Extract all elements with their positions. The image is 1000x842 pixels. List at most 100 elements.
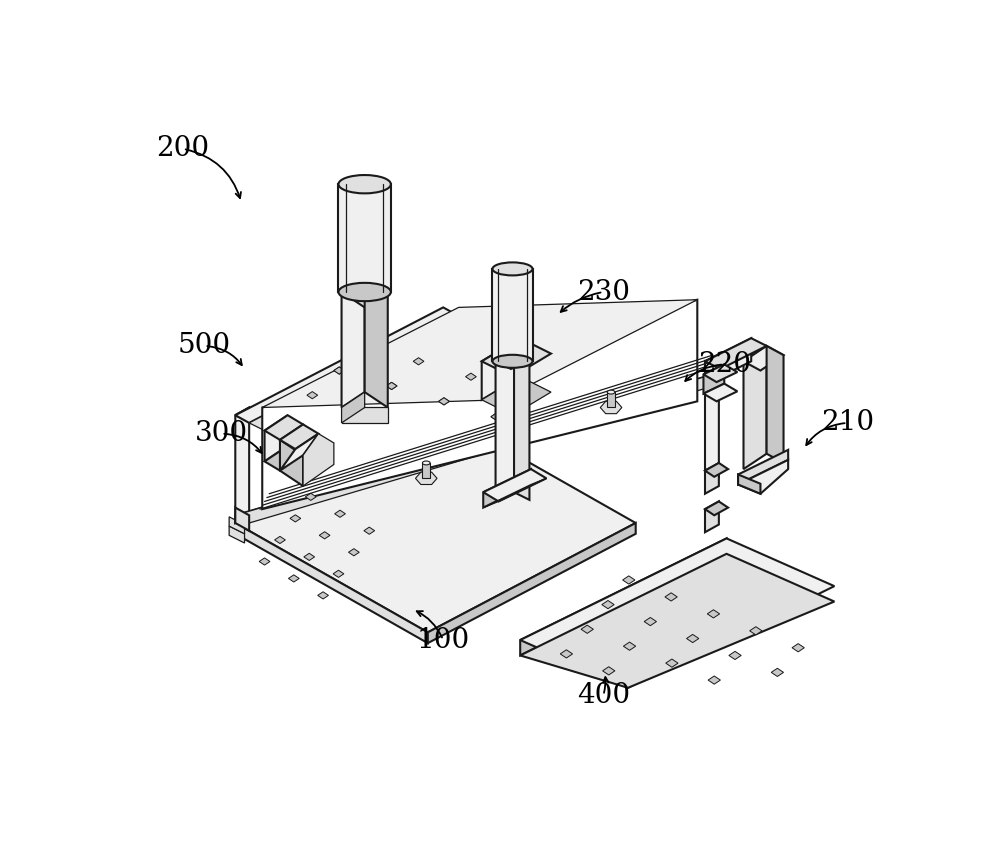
Ellipse shape (492, 263, 533, 275)
Polygon shape (705, 463, 719, 493)
Polygon shape (483, 478, 546, 508)
Polygon shape (514, 354, 529, 500)
Polygon shape (491, 413, 502, 420)
Polygon shape (413, 358, 424, 365)
Polygon shape (386, 382, 397, 390)
Polygon shape (771, 669, 784, 676)
Ellipse shape (338, 175, 391, 194)
Text: 300: 300 (195, 420, 248, 447)
Polygon shape (744, 346, 767, 469)
Text: 210: 210 (821, 409, 874, 436)
Polygon shape (518, 388, 529, 396)
Polygon shape (265, 446, 303, 471)
Polygon shape (705, 338, 767, 369)
Ellipse shape (492, 354, 533, 368)
Polygon shape (348, 549, 359, 556)
Polygon shape (439, 397, 449, 405)
Polygon shape (496, 354, 514, 500)
Polygon shape (581, 625, 593, 633)
Text: 400: 400 (577, 682, 630, 709)
Polygon shape (235, 376, 705, 523)
Polygon shape (364, 527, 375, 535)
Polygon shape (708, 676, 720, 685)
Polygon shape (520, 538, 727, 655)
Polygon shape (303, 434, 334, 486)
Polygon shape (644, 617, 656, 626)
Ellipse shape (338, 283, 391, 301)
Polygon shape (705, 502, 728, 515)
Polygon shape (265, 415, 303, 440)
Polygon shape (342, 277, 365, 408)
Polygon shape (750, 626, 762, 635)
Polygon shape (259, 558, 270, 565)
Polygon shape (491, 413, 502, 420)
Polygon shape (235, 523, 428, 643)
Polygon shape (560, 650, 573, 658)
Polygon shape (600, 402, 622, 413)
Polygon shape (466, 373, 476, 381)
Polygon shape (482, 338, 551, 376)
Polygon shape (520, 538, 834, 688)
Polygon shape (492, 269, 533, 361)
Polygon shape (334, 367, 345, 374)
Polygon shape (738, 460, 788, 493)
Polygon shape (738, 475, 760, 493)
Polygon shape (483, 469, 546, 502)
Polygon shape (705, 502, 719, 532)
Polygon shape (767, 346, 784, 463)
Polygon shape (623, 576, 635, 584)
Polygon shape (707, 610, 720, 618)
Polygon shape (744, 346, 784, 370)
Polygon shape (386, 382, 397, 390)
Ellipse shape (422, 461, 430, 465)
Polygon shape (262, 300, 697, 509)
Text: 200: 200 (156, 136, 210, 163)
Polygon shape (705, 354, 734, 369)
Polygon shape (483, 469, 531, 508)
Polygon shape (288, 575, 299, 582)
Polygon shape (304, 553, 315, 561)
Polygon shape (666, 659, 678, 667)
Polygon shape (602, 600, 614, 609)
Polygon shape (280, 424, 318, 449)
Polygon shape (482, 376, 551, 415)
Polygon shape (307, 392, 318, 399)
Polygon shape (422, 463, 430, 478)
Polygon shape (603, 667, 615, 675)
Polygon shape (705, 463, 728, 477)
Polygon shape (520, 554, 834, 688)
Polygon shape (335, 510, 345, 517)
Polygon shape (342, 392, 365, 423)
Ellipse shape (607, 390, 615, 394)
Polygon shape (319, 532, 330, 539)
Polygon shape (265, 415, 288, 461)
Polygon shape (342, 277, 388, 307)
Polygon shape (623, 642, 636, 650)
Polygon shape (229, 526, 245, 543)
Polygon shape (428, 523, 636, 643)
Polygon shape (665, 593, 677, 601)
Polygon shape (792, 643, 804, 652)
Polygon shape (235, 408, 265, 423)
Polygon shape (235, 413, 636, 632)
Polygon shape (290, 514, 301, 522)
Polygon shape (705, 338, 751, 385)
Polygon shape (365, 277, 388, 408)
Polygon shape (729, 652, 741, 659)
Polygon shape (235, 508, 249, 530)
Polygon shape (235, 307, 457, 423)
Polygon shape (262, 300, 697, 408)
Text: 100: 100 (417, 626, 470, 653)
Polygon shape (703, 365, 724, 394)
Text: 230: 230 (577, 279, 630, 306)
Polygon shape (333, 570, 344, 578)
Polygon shape (607, 392, 615, 408)
Polygon shape (439, 397, 449, 405)
Polygon shape (359, 407, 370, 414)
Polygon shape (280, 440, 303, 486)
Polygon shape (235, 408, 249, 523)
Polygon shape (280, 434, 318, 471)
Polygon shape (342, 408, 388, 423)
Polygon shape (338, 184, 391, 292)
Polygon shape (738, 450, 788, 484)
